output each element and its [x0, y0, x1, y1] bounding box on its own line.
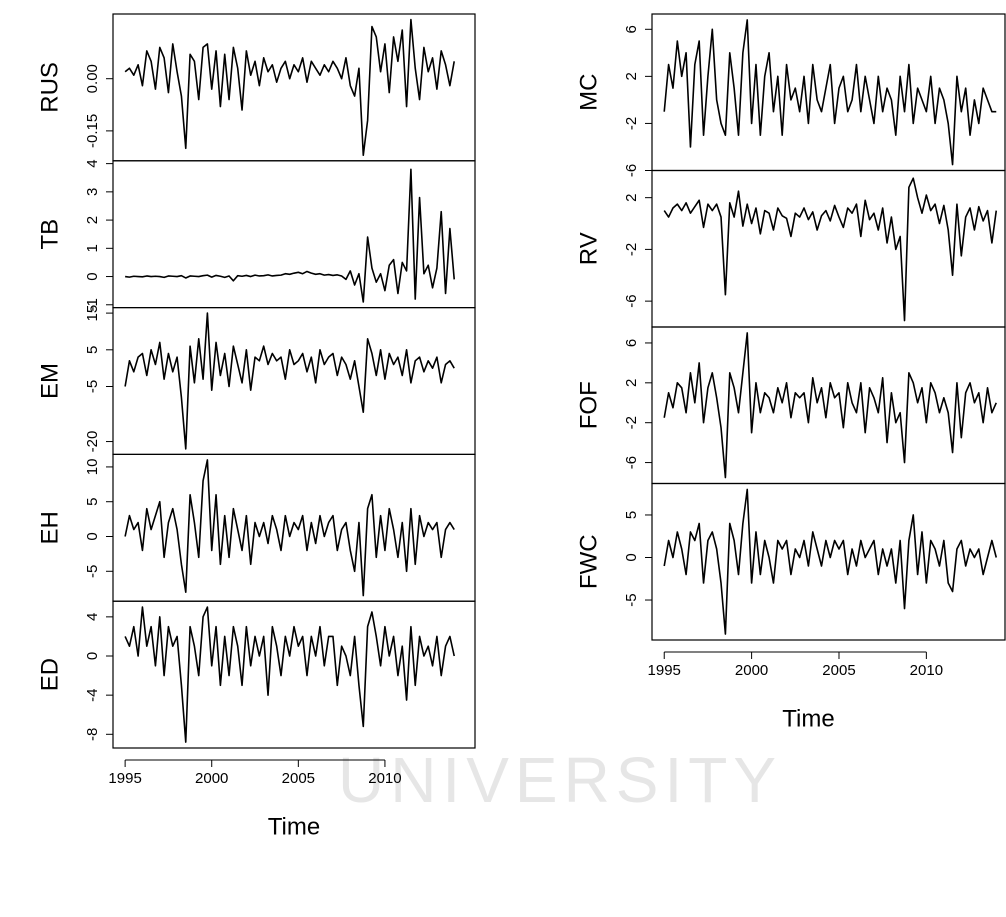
y-tick-label: 5: [84, 346, 101, 354]
y-tick-label: -2: [623, 243, 640, 256]
y-axis-label: FWC: [575, 534, 602, 589]
x-tick-label: 2005: [282, 770, 315, 787]
y-axis-label: RUS: [36, 62, 63, 113]
series-line: [663, 19, 997, 166]
y-tick-label: -0.15: [84, 114, 101, 148]
y-tick-label: 4: [84, 159, 101, 167]
y-tick-label: -5: [84, 380, 101, 393]
y-tick-label: -6: [623, 164, 640, 177]
y-tick-label: 15: [84, 305, 101, 322]
series-line: [124, 459, 455, 597]
y-axis-label: MC: [575, 74, 602, 111]
y-tick-label: -4: [84, 688, 101, 701]
y-axis-label: TB: [36, 219, 63, 250]
y-axis-label: RV: [575, 232, 602, 265]
panel-frame: [112, 160, 476, 309]
series-line: [663, 177, 998, 322]
panel-frame: [112, 307, 476, 456]
x-tick-label: 2000: [735, 662, 768, 679]
y-tick-label: 1: [84, 244, 101, 252]
y-axis-label: EH: [36, 511, 63, 544]
y-tick-label: -6: [623, 456, 640, 469]
y-tick-label: 0.00: [84, 64, 101, 93]
y-tick-label: 2: [623, 379, 640, 387]
y-tick-label: 3: [84, 188, 101, 196]
x-tick-label: 2005: [822, 662, 855, 679]
y-tick-label: 5: [623, 511, 640, 519]
series-line: [663, 332, 997, 479]
x-tick-label: 2010: [910, 662, 943, 679]
y-tick-label: -2: [623, 416, 640, 429]
y-tick-label: -5: [623, 593, 640, 606]
x-tick-label: 2000: [195, 770, 228, 787]
y-tick-label: -8: [84, 728, 101, 741]
y-tick-label: 2: [623, 193, 640, 201]
y-tick-label: 0: [84, 272, 101, 280]
y-tick-label: 6: [623, 25, 640, 33]
y-tick-label: 2: [623, 72, 640, 80]
series-line: [124, 312, 455, 450]
x-tick-label: 2010: [368, 770, 401, 787]
series-line: [124, 606, 456, 743]
y-tick-label: 5: [84, 498, 101, 506]
y-axis-label: FOF: [575, 381, 602, 429]
x-axis-label: Time: [268, 813, 320, 840]
y-tick-label: 10: [84, 459, 101, 476]
panel-frame: [651, 482, 1006, 641]
x-tick-label: 1995: [648, 662, 681, 679]
y-tick-label: 2: [84, 216, 101, 224]
y-tick-label: -6: [623, 294, 640, 307]
series-line: [125, 168, 456, 303]
y-tick-label: 4: [84, 613, 101, 621]
y-tick-label: -1: [84, 298, 101, 311]
y-tick-label: -20: [84, 431, 101, 453]
y-tick-label: 0: [623, 553, 640, 561]
series-line: [663, 488, 998, 635]
panel-frame: [651, 169, 1006, 328]
series-line: [124, 18, 456, 157]
y-axis-label: ED: [36, 658, 63, 691]
x-tick-label: 1995: [108, 770, 141, 787]
y-tick-label: 6: [623, 339, 640, 347]
y-axis-label: EM: [36, 363, 63, 399]
y-tick-label: 0: [84, 532, 101, 540]
y-tick-label: -2: [623, 117, 640, 130]
y-tick-label: 0: [84, 652, 101, 660]
y-tick-label: -5: [84, 565, 101, 578]
x-axis-label: Time: [782, 705, 834, 732]
panel-frame: [651, 13, 1006, 172]
watermark: UNIVERSITY: [338, 744, 782, 816]
panel-frame: [112, 600, 476, 749]
